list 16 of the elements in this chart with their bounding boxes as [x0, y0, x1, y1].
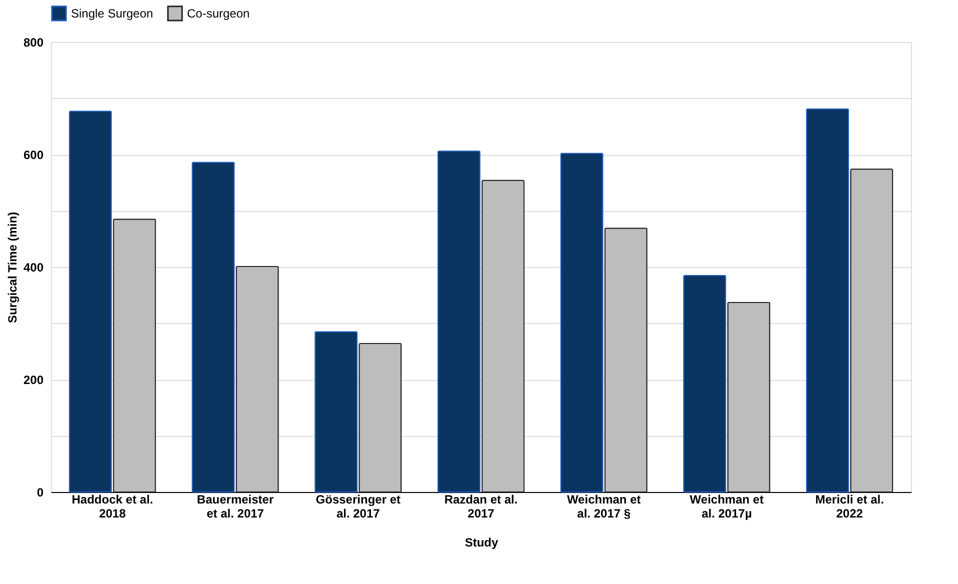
legend-label: Single Surgeon	[71, 6, 154, 20]
y-tick-label: 200	[23, 373, 44, 387]
x-tick-label: Weichman et al. 2017 §	[566, 492, 641, 520]
x-tick-label: Bauermeister et al. 2017	[196, 492, 274, 520]
x-tick-label: Razdan et al. 2017	[444, 492, 518, 520]
legend-label: Co-surgeon	[187, 6, 250, 20]
y-tick-label: 400	[23, 260, 44, 274]
x-axis-title: Study	[464, 536, 498, 550]
y-tick-label: 600	[23, 148, 44, 162]
y-axis-title: Surgical Time (min)	[5, 212, 20, 324]
x-tick-label: Haddock et al. 2018	[72, 492, 154, 520]
x-tick-label: Weichman et al. 2017µ	[690, 492, 764, 520]
x-tick-label: Mericli et al. 2022	[815, 492, 884, 520]
y-tick-label: 800	[23, 36, 44, 50]
x-tick-label: Gösseringer et al. 2017	[316, 492, 400, 520]
y-tick-label: 0	[36, 486, 44, 500]
